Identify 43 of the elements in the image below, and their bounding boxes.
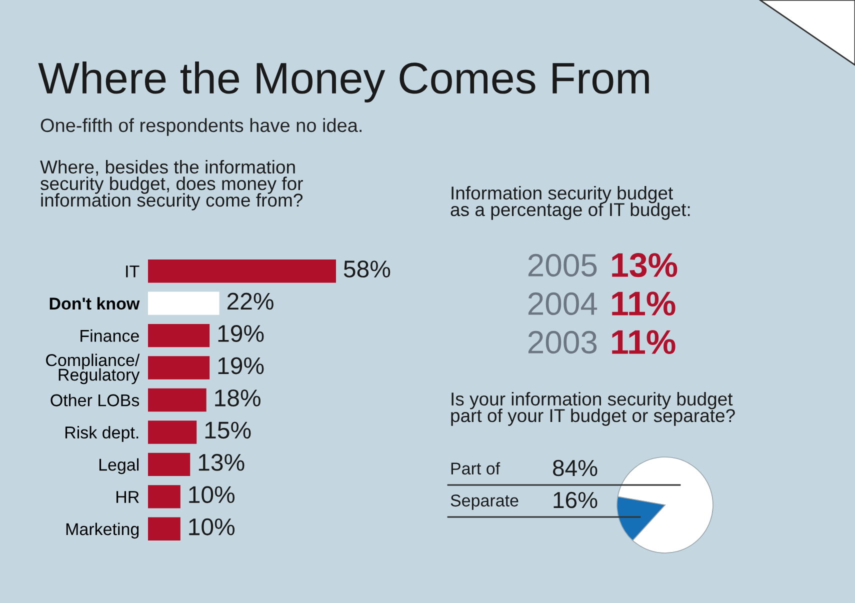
- data-label: 10%: [189, 518, 235, 536]
- text: 13%: [612, 253, 678, 278]
- bar: [148, 485, 180, 508]
- data-label: 19%: [218, 325, 264, 342]
- category-label: 2004: [528, 292, 598, 316]
- pie-slice: [617, 456, 714, 554]
- bar: [148, 517, 180, 540]
- text: Where the Money Comes From: [38, 61, 649, 103]
- y-tick-label: HR: [116, 491, 139, 503]
- y-tick-label: Risk dept.: [65, 426, 138, 442]
- data-label: 19%: [218, 357, 264, 374]
- category-label: 2003: [528, 330, 597, 354]
- y-tick-label: Marketing: [66, 522, 139, 539]
- slice-label: Separate: [450, 494, 518, 510]
- y-tick-label: Don't know: [50, 297, 140, 310]
- bar: [148, 420, 197, 444]
- data-label: 10%: [189, 486, 235, 504]
- data-label: 58%: [344, 260, 390, 278]
- text: Information security budget as a percentage of IT budget:: [450, 186, 690, 220]
- bar: [148, 356, 210, 380]
- data-label: 13%: [198, 454, 244, 471]
- slice-label: Part of: [451, 462, 500, 475]
- data-label: 16%: [554, 492, 598, 508]
- text: 11%: [612, 292, 676, 316]
- bar: [148, 292, 220, 315]
- bar: [148, 388, 206, 412]
- category-label: 2005: [528, 254, 597, 277]
- data-label: 15%: [205, 422, 251, 439]
- chart-title: Is your information security budget part of your IT budget or separate?: [451, 392, 735, 426]
- data-label: 18%: [215, 389, 260, 406]
- text: One-fifth of respondents have no idea.: [40, 118, 362, 136]
- bar: [148, 324, 210, 348]
- chart-title: Where, besides the information security budget, does money for information security come from?: [40, 160, 303, 210]
- y-tick-label: IT: [126, 266, 140, 278]
- y-tick-label: Compliance/ Regulatory: [46, 354, 140, 384]
- data-label: 22%: [227, 292, 274, 310]
- y-tick-label: Legal: [99, 458, 139, 474]
- y-tick-label: Other LOBs: [50, 394, 140, 406]
- text: 11%: [612, 330, 676, 354]
- bar: [148, 452, 190, 476]
- y-tick-label: Finance: [80, 329, 139, 342]
- data-label: 84%: [553, 460, 598, 476]
- bar: [148, 260, 336, 283]
